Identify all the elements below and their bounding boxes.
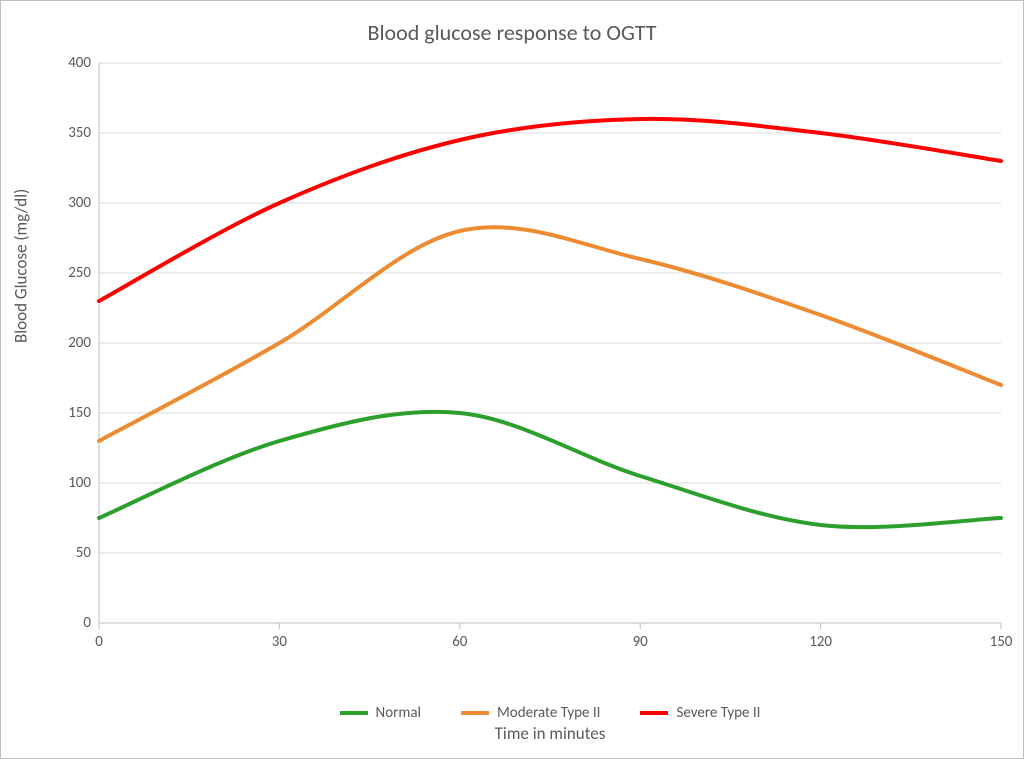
legend-item: Moderate Type II	[461, 704, 600, 722]
series-line	[99, 119, 1001, 301]
x-tick-label: 120	[809, 633, 832, 651]
chart-container: Blood glucose response to OGTT Blood Glu…	[0, 0, 1024, 759]
x-tick-label: 30	[272, 633, 287, 651]
chart-svg	[99, 63, 1001, 623]
y-tick-label: 100	[49, 474, 91, 492]
legend-line-icon	[640, 711, 668, 715]
y-tick-label: 150	[49, 404, 91, 422]
legend-line-icon	[340, 711, 368, 715]
series-line	[99, 412, 1001, 527]
legend-line-icon	[461, 711, 489, 715]
series-line	[99, 227, 1001, 441]
x-tick-label: 0	[95, 633, 103, 651]
x-tick-label: 60	[452, 633, 467, 651]
x-tick-label: 90	[633, 633, 648, 651]
plot-area	[99, 63, 1001, 623]
legend-label: Moderate Type II	[497, 704, 600, 722]
legend-item: Normal	[340, 704, 421, 722]
chart-title: Blood glucose response to OGTT	[1, 19, 1023, 46]
legend: Normal Moderate Type II Severe Type II	[99, 704, 1001, 722]
y-tick-label: 350	[49, 124, 91, 142]
x-axis-title: Time in minutes	[99, 723, 1001, 744]
y-tick-label: 250	[49, 264, 91, 282]
legend-item: Severe Type II	[640, 704, 760, 722]
y-tick-label: 400	[49, 54, 91, 72]
y-tick-label: 0	[49, 614, 91, 632]
y-tick-label: 200	[49, 334, 91, 352]
x-tick-label: 150	[990, 633, 1013, 651]
legend-label: Normal	[376, 704, 421, 722]
y-tick-label: 50	[49, 544, 91, 562]
y-tick-label: 300	[49, 194, 91, 212]
legend-label: Severe Type II	[676, 704, 760, 722]
